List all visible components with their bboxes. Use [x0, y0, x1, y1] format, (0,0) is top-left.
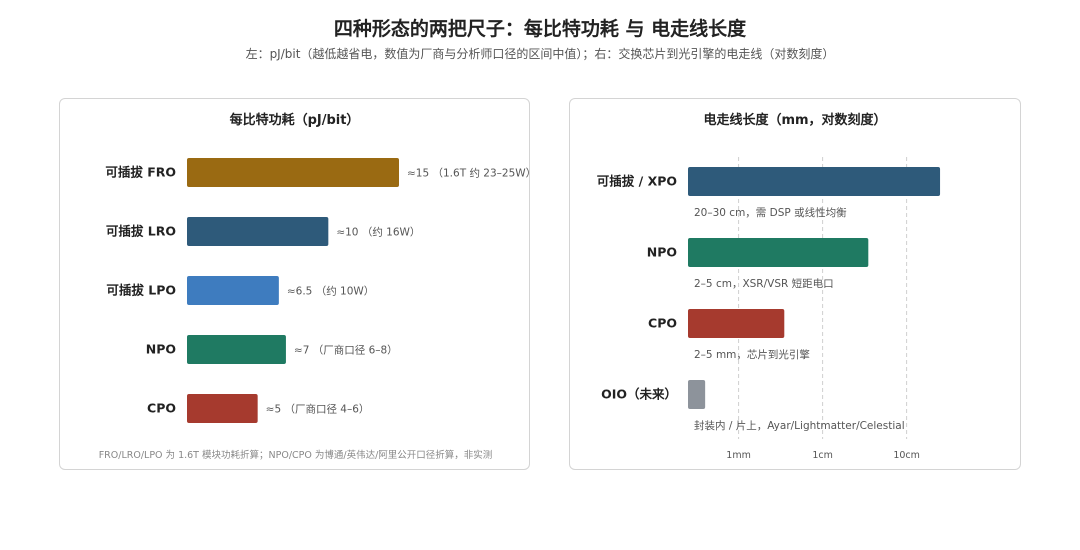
power-bar — [187, 394, 258, 423]
trace-category-label: 可插拔 / XPO — [597, 174, 677, 189]
trace-chart-svg: 1mm 1cm 10cm 可插拔 / XPO 20–30 cm，需 DSP 或线性均衡 N… — [597, 157, 941, 461]
power-category-label: NPO — [146, 342, 176, 357]
trace-description-label: 20–30 cm，需 DSP 或线性均衡 — [694, 206, 847, 219]
trace-description-label: 2–5 cm，XSR/VSR 短距电口 — [694, 277, 834, 290]
trace-tick-label: 1cm — [812, 450, 833, 461]
power-bar — [187, 335, 286, 364]
trace-length-panel: 电走线长度（mm，对数刻度） 1mm 1cm 10cm 可插拔 / XPO 20–30 … — [569, 98, 1021, 470]
power-bar — [187, 217, 329, 246]
page-subtitle: 左：pJ/bit（越低越省电，数值为厂商与分析师口径的区间中值）；右：交换芯片到… — [245, 47, 835, 61]
trace-chart-title: 电走线长度（mm，对数刻度） — [703, 113, 887, 128]
power-per-bit-panel: 每比特功耗（pJ/bit） 可插拔 FRO ≈15 （1.6T 约 23–25W）… — [59, 98, 531, 470]
power-value-label: ≈10 （约 16W） — [336, 226, 420, 239]
page-title: 四种形态的两把尺子：每比特功耗 与 电走线长度 — [333, 18, 747, 40]
trace-description-label: 封装内 / 片上，Ayar/Lightmatter/Celestial — [694, 419, 905, 432]
power-value-label: ≈7 （厂商口径 6–8） — [294, 344, 398, 357]
power-chart-svg: 可插拔 FRO ≈15 （1.6T 约 23–25W） 可插拔 LRO ≈10 （约 … — [99, 158, 531, 461]
trace-category-label: OIO（未来） — [601, 387, 677, 402]
trace-category-label: CPO — [648, 316, 677, 331]
power-category-label: CPO — [147, 401, 176, 416]
trace-bar — [688, 167, 941, 196]
power-category-label: 可插拔 FRO — [105, 165, 176, 180]
trace-bar — [688, 238, 869, 267]
power-category-label: 可插拔 LRO — [106, 224, 176, 239]
power-category-label: 可插拔 LPO — [106, 283, 176, 298]
trace-tick-label: 10cm — [893, 450, 920, 461]
power-bar — [187, 276, 279, 305]
power-value-label: ≈15 （1.6T 约 23–25W） — [407, 167, 531, 180]
power-bar — [187, 158, 399, 187]
trace-bar — [688, 380, 706, 409]
trace-bar — [688, 309, 785, 338]
power-chart-title: 每比特功耗（pJ/bit） — [229, 113, 360, 128]
trace-tick-label: 1mm — [726, 450, 751, 461]
power-value-label: ≈6.5 （约 10W） — [287, 285, 374, 298]
trace-category-label: NPO — [647, 245, 677, 260]
power-value-label: ≈5 （厂商口径 4–6） — [266, 403, 370, 416]
trace-description-label: 2–5 mm，芯片到光引擎 — [694, 348, 810, 361]
power-footnote: FRO/LRO/LPO 为 1.6T 模块功耗折算；NPO/CPO 为博通/英伟… — [99, 449, 493, 461]
